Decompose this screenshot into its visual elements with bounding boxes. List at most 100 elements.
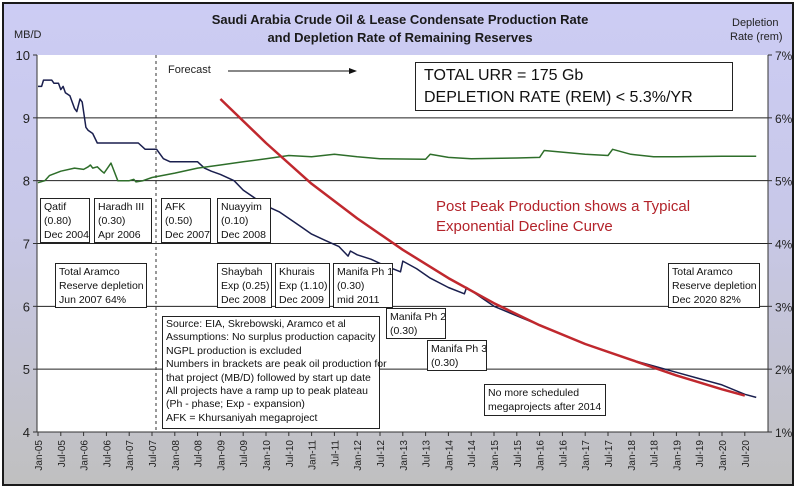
x-tick-label: Jul-09 <box>239 440 250 468</box>
project-box-manifa-ph3: Manifa Ph 3 (0.30) <box>427 340 487 371</box>
project-capacity: (0.30) <box>390 325 418 337</box>
project-capacity: (0.50) <box>165 215 193 227</box>
aramco-depletion-2020-box: Total Aramco Reserve depletion Dec 2020 … <box>668 263 760 308</box>
project-box-haradh-iii: Haradh III (0.30) Apr 2006 <box>94 198 152 243</box>
x-tick-label: Jul-18 <box>650 440 661 468</box>
project-name: AFK <box>165 201 186 213</box>
x-tick-label: Jul-07 <box>148 440 159 468</box>
x-tick-label: Jul-19 <box>695 440 706 468</box>
aramco-2007-line3: Jun 2007 64% <box>59 294 127 306</box>
source-note: NGPL production is excluded <box>166 344 302 357</box>
x-tick-label: Jan-12 <box>353 440 364 471</box>
project-name: Nuayyim <box>221 201 262 213</box>
depletion-rate-text: DEPLETION RATE (REM) < 5.3%/YR <box>424 89 693 106</box>
y2-tick-label: 7% <box>775 49 793 63</box>
chart-title: Saudi Arabia Crude Oil & Lease Condensat… <box>211 12 589 27</box>
x-tick-label: Jan-18 <box>627 440 638 471</box>
x-tick-label: Jul-14 <box>467 440 478 468</box>
no-more-line1: No more scheduled <box>488 387 580 399</box>
x-tick-label: Jan-19 <box>672 440 683 471</box>
project-name: Manifa Ph 2 <box>390 311 447 323</box>
source-note: AFK = Khursaniyah megaproject <box>166 411 318 424</box>
y2-tick-label: 3% <box>775 300 793 314</box>
x-tick-label: Jul-05 <box>57 440 68 468</box>
project-capacity: Exp (0.25) <box>221 280 270 292</box>
x-tick-label: Jan-06 <box>80 440 91 471</box>
project-box-manifa-ph1: Manifa Ph 1 (0.30) mid 2011 <box>333 263 393 308</box>
y2-tick-label: 6% <box>775 112 793 126</box>
chart-subtitle: and Depletion Rate of Remaining Reserves <box>267 30 533 45</box>
project-name: Qatif <box>44 201 67 213</box>
project-date: mid 2011 <box>337 294 380 306</box>
source-note: Assumptions: No surplus production capac… <box>166 331 376 344</box>
y-tick-label: 8 <box>23 174 30 189</box>
y-tick-label: 7 <box>23 237 30 252</box>
project-box-khurais: Khurais Exp (1.10) Dec 2009 <box>275 263 330 308</box>
source-note: Numbers in brackets are peak oil product… <box>166 358 387 371</box>
project-name: Haradh III <box>98 201 145 213</box>
x-tick-label: Jan-11 <box>308 440 319 470</box>
project-date: Apr 2006 <box>98 229 141 241</box>
x-tick-label: Jul-16 <box>558 440 569 468</box>
y2-tick-label: 2% <box>775 363 793 377</box>
project-box-manifa-ph2: Manifa Ph 2 (0.30) <box>386 308 446 339</box>
project-capacity: Exp (1.10) <box>279 280 328 292</box>
aramco-2020-line3: Dec 2020 82% <box>672 294 741 306</box>
project-capacity: (0.30) <box>98 215 126 227</box>
x-tick-label: Jan-10 <box>262 440 273 471</box>
y-tick-label: 9 <box>23 111 30 126</box>
y-tick-label: 10 <box>16 48 30 63</box>
y2-tick-label: 1% <box>775 426 793 440</box>
aramco-2020-line1: Total Aramco <box>672 266 733 278</box>
y2-tick-label: 4% <box>775 238 793 252</box>
x-tick-label: Jul-15 <box>513 440 524 468</box>
forecast-label: Forecast <box>168 64 211 76</box>
project-date: Dec 2009 <box>279 294 324 306</box>
y-tick-label: 6 <box>23 299 30 314</box>
x-tick-label: Jan-13 <box>399 440 410 471</box>
project-capacity: (0.30) <box>431 357 459 369</box>
x-tick-label: Jul-12 <box>376 440 387 468</box>
project-box-qatif: Qatif (0.80) Dec 2004 <box>40 198 90 243</box>
project-date: Dec 2008 <box>221 229 266 241</box>
x-tick-label: Jul-10 <box>285 440 296 468</box>
x-tick-label: Jul-20 <box>741 440 752 468</box>
project-name: Manifa Ph 1 <box>337 266 394 278</box>
y2-axis-label-line1: Depletion <box>732 17 779 29</box>
project-date: Dec 2004 <box>44 229 89 241</box>
x-tick-label: Jul-17 <box>604 440 615 468</box>
aramco-2020-line2: Reserve depletion <box>672 280 757 292</box>
aramco-2007-line1: Total Aramco <box>59 266 120 278</box>
x-tick-label: Jan-16 <box>536 440 547 471</box>
decline-annotation-line2: Exponential Decline Curve <box>436 218 613 235</box>
source-notes-box: Source: EIA, Skrebowski, Aramco et al As… <box>162 316 387 429</box>
aramco-2007-line2: Reserve depletion <box>59 280 144 292</box>
project-date: Dec 2007 <box>165 229 210 241</box>
project-name: Khurais <box>279 266 315 278</box>
x-tick-label: Jan-05 <box>34 440 45 471</box>
x-tick-label: Jul-06 <box>102 440 113 468</box>
project-name: Shaybah <box>221 266 263 278</box>
x-tick-label: Jul-08 <box>194 440 205 468</box>
x-tick-label: Jan-17 <box>581 440 592 471</box>
x-tick-label: Jan-14 <box>444 440 455 471</box>
source-note: that project (MB/D) followed by start up… <box>166 371 371 384</box>
source-note: All projects have a ramp up to peak plat… <box>166 385 368 398</box>
project-date: Dec 2008 <box>221 294 266 306</box>
x-tick-label: Jan-20 <box>718 440 729 471</box>
y2-tick-label: 5% <box>775 175 793 189</box>
series-line-1 <box>37 148 757 184</box>
y-tick-label: 4 <box>23 425 30 440</box>
y-axis-label: MB/D <box>14 29 42 41</box>
x-tick-label: Jul-13 <box>422 440 433 468</box>
decline-annotation-line1: Post Peak Production shows a Typical <box>436 198 691 215</box>
project-box-afk: AFK (0.50) Dec 2007 <box>161 198 211 243</box>
x-tick-label: Jan-09 <box>216 440 227 471</box>
no-more-megaprojects-box: No more scheduled megaprojects after 201… <box>484 384 606 416</box>
y2-axis-label-line2: Rate (rem) <box>730 31 783 43</box>
urr-text: TOTAL URR = 175 Gb <box>424 67 584 84</box>
project-capacity: (0.30) <box>337 280 365 292</box>
project-capacity: (0.10) <box>221 215 249 227</box>
forecast-arrow-head <box>349 68 357 74</box>
